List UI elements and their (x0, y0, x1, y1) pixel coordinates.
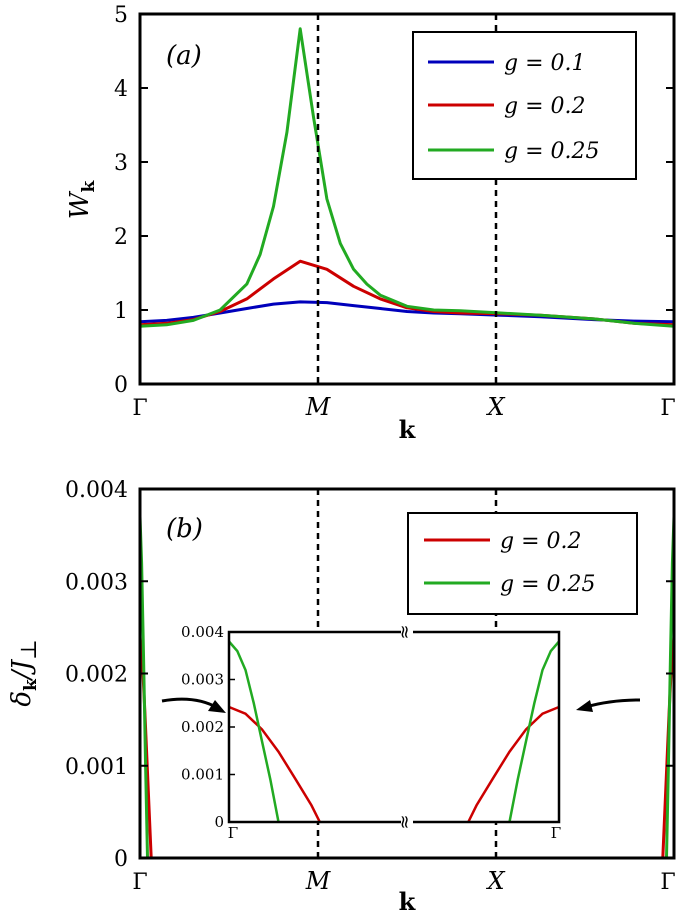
panel-a: 0 1 2 3 4 5 Γ M X Γ k Wk (a) g = 0.1 g = 0.2 … (65, 3, 676, 444)
panel-b-xtick-m: M (305, 867, 332, 895)
panel-a-xtick-gamma-left: Γ (132, 396, 147, 421)
inset-break-top: ≈ (394, 624, 415, 639)
panel-a-series-line-1 (139, 259, 675, 327)
panel-a-series-line-2 (139, 27, 675, 328)
panel-a-legend: g = 0.1 g = 0.2 g = 0.25 (412, 31, 637, 180)
panel-b-legend-label-g02: g = 0.2 (500, 529, 582, 554)
inset-break-top-gap (401, 626, 413, 638)
inset-background (229, 632, 559, 822)
arrow-left-head (208, 700, 226, 713)
panel-b-ylabel: δk/J⊥ (7, 639, 42, 706)
panel-b-xtick-x: X (485, 867, 505, 895)
panel-a-label: (a) (166, 41, 202, 71)
panel-a-ytick-label-3: 3 (114, 151, 128, 176)
inset-xtick-gamma-right: Γ (551, 824, 561, 842)
arrow-left-shaft (161, 697, 219, 710)
panel-a-series-group (139, 27, 675, 328)
arrow-left (161, 697, 226, 713)
panel-b-legend-label-g025: g = 0.25 (500, 572, 596, 597)
panel-b-ytick-label-1: 0.001 (65, 755, 128, 780)
panel-a-ytick-label-0: 0 (114, 373, 128, 398)
panel-b-ytick-label-0: 0 (114, 847, 128, 872)
inset-break-bottom: ≈ (394, 814, 415, 829)
panel-b-xtick-gamma-left: Γ (132, 870, 147, 895)
panel-a-legend-label-g01: g = 0.1 (504, 51, 586, 76)
panel-b-ylabel-sub: k (21, 678, 41, 691)
panel-a-ytick-label-5: 5 (114, 3, 128, 28)
inset-ytick-label-1: 0.001 (181, 766, 224, 784)
panel-b-xlabel: k (399, 887, 417, 914)
panel-a-y-ticks: 0 1 2 3 4 5 (114, 3, 674, 398)
panel-a-xlabel: k (399, 415, 417, 444)
inset-series-line-0-points_left (228, 705, 321, 823)
svg-text:δk/J⊥: δk/J⊥ (7, 639, 42, 706)
inset-ytick-label-3: 0.003 (181, 671, 224, 689)
arrow-right-head (576, 700, 593, 712)
panel-b-legend-box (407, 512, 638, 615)
panel-b-legend: g = 0.2 g = 0.25 (407, 512, 638, 615)
panel-a-xtick-m: M (305, 393, 332, 421)
panel-a-ylabel: Wk (65, 180, 99, 220)
inset-y-ticks: 0 0.001 0.002 0.003 0.004 (181, 623, 235, 831)
panel-b-ylabel-delta: δ (7, 691, 37, 707)
inset-ytick-label-4: 0.004 (181, 623, 224, 641)
panel-a-ylabel-sub: k (79, 180, 99, 193)
panel-a-ylabel-main: W (65, 190, 95, 219)
panel-b-label: (b) (166, 514, 203, 544)
panel-b-ytick-label-3: 0.003 (65, 570, 128, 595)
panel-b-ylabel-div: /J (7, 658, 37, 682)
svg-text:Wk: Wk (65, 180, 99, 220)
panel-b-y-ticks: 0 0.001 0.002 0.003 0.004 (65, 478, 674, 872)
panel-b-ytick-label-4: 0.004 (65, 478, 128, 503)
panel-a-xtick-gamma-right: Γ (660, 396, 675, 421)
inset-break-bottom-gap (401, 816, 413, 828)
panel-a-ytick-label-4: 4 (114, 77, 128, 102)
panel-a-ytick-label-2: 2 (114, 225, 128, 250)
arrow-right-shaft (585, 698, 641, 709)
panel-b-ytick-label-2: 0.002 (65, 663, 128, 688)
inset-ytick-label-0: 0 (214, 813, 224, 831)
panel-a-frame (138, 12, 676, 386)
inset-series-line-1-points_right (508, 640, 560, 823)
arrow-right (576, 698, 641, 712)
panel-a-xtick-x: X (485, 393, 505, 421)
inset-series-line-0-points_right (467, 705, 560, 823)
panel-a-legend-label-g02: g = 0.2 (504, 94, 586, 119)
inset-series-line-1-points_left (228, 640, 280, 823)
inset-ytick-label-2: 0.002 (181, 718, 224, 736)
panel-b-xtick-gamma-right: Γ (660, 870, 675, 895)
panel-b-ylabel-sub2: ⊥ (17, 639, 42, 660)
panel-a-ytick-label-1: 1 (114, 299, 128, 324)
inset-xtick-gamma-left: Γ (228, 824, 238, 842)
inset: 0 0.001 0.002 0.003 0.004 ≈ ≈ Γ Γ (181, 623, 561, 842)
panel-a-legend-label-g025: g = 0.25 (504, 139, 600, 164)
inset-series-group (228, 640, 560, 823)
